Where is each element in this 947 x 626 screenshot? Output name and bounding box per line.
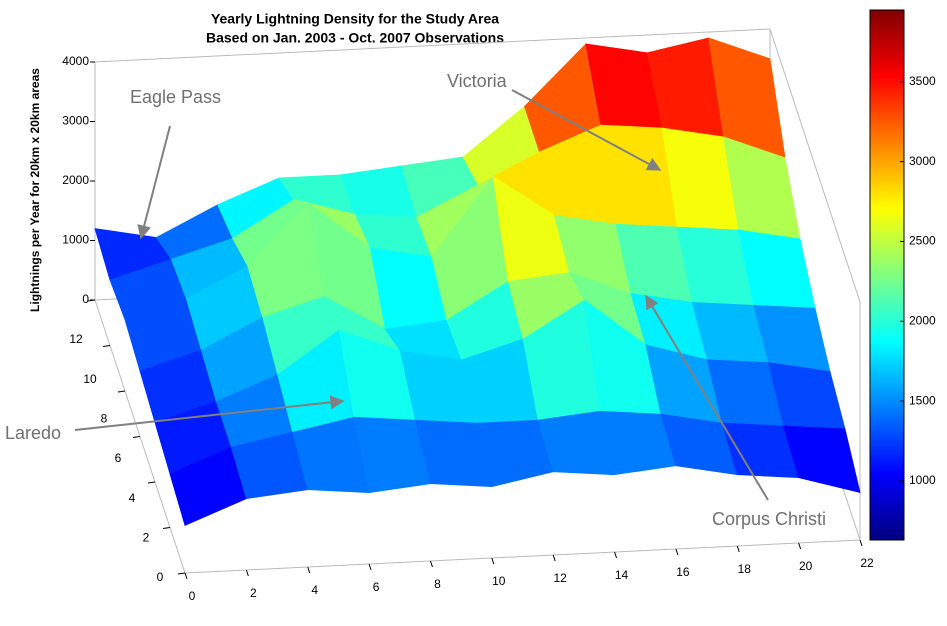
z-tick-label: 2000 — [62, 173, 89, 187]
z-tick-label: 3000 — [62, 114, 89, 128]
annotation-arrow — [511, 89, 662, 171]
y-tick — [117, 390, 126, 393]
x-tick — [552, 554, 556, 562]
x-tick-label: 16 — [676, 565, 690, 579]
x-tick-label: 12 — [554, 571, 568, 585]
x-tick-label: 18 — [738, 562, 752, 576]
x-tick — [429, 560, 433, 568]
y-tick — [102, 345, 111, 347]
annotation-arrow — [645, 294, 769, 501]
x-tick-label: 10 — [492, 574, 506, 588]
annotation-arrow — [74, 395, 345, 431]
x-tick-label: 4 — [311, 583, 318, 597]
colorbar-tick-label: 2000 — [909, 313, 936, 327]
z-tick-label: 1000 — [62, 233, 89, 247]
x-tick — [614, 551, 618, 559]
z-tick-label: 4000 — [62, 54, 89, 68]
x-tick-label: 22 — [860, 556, 874, 570]
x-tick — [368, 563, 372, 571]
annotation-label: Laredo — [5, 423, 61, 443]
x-tick-label: 14 — [615, 568, 629, 582]
z-axis-label: Lightnings per Year for 20km x 20km area… — [28, 68, 42, 312]
y-tick — [162, 527, 171, 529]
surface — [94, 37, 861, 526]
y-tick — [132, 436, 141, 438]
y-tick-label: 6 — [115, 451, 122, 465]
z-tick-label: 0 — [82, 292, 89, 306]
surface-patch — [783, 425, 861, 493]
y-tick-label: 10 — [83, 372, 97, 386]
colorbar-tick-label: 3000 — [909, 154, 936, 168]
box-edge — [769, 28, 861, 303]
y-tick-label: 8 — [101, 412, 108, 426]
x-tick — [736, 545, 740, 553]
box-edge — [184, 539, 861, 574]
colorbar-tick-label: 3500 — [909, 74, 936, 88]
y-tick — [177, 572, 186, 575]
box-edge — [94, 28, 771, 63]
x-tick — [491, 557, 495, 565]
colorbar: 1000 1500 2000 2500 3000 3500 — [869, 9, 936, 541]
colorbar-tick-label: 1000 — [909, 473, 936, 487]
x-tick-label: 8 — [434, 577, 441, 591]
x-tick-label: 2 — [250, 586, 257, 600]
y-tick-label: 2 — [143, 531, 150, 545]
annotation-label: Corpus Christi — [712, 509, 826, 529]
colorbar-scale — [869, 9, 905, 541]
x-tick-label: 6 — [373, 580, 380, 594]
annotation-arrow — [137, 125, 171, 240]
x-tick — [798, 542, 802, 550]
annotation-label: Eagle Pass — [130, 87, 221, 107]
chart-subtitle: Based on Jan. 2003 - Oct. 2007 Observati… — [206, 30, 504, 46]
y-tick — [147, 481, 156, 484]
chart-title: Yearly Lightning Density for the Study A… — [211, 11, 499, 27]
y-tick-label: 4 — [129, 491, 136, 505]
colorbar-tick-label: 2500 — [909, 234, 936, 248]
y-tick-label: 0 — [157, 570, 164, 584]
x-tick — [184, 572, 188, 580]
annotations: Eagle Pass Victoria Laredo Corpus Christi — [5, 71, 826, 529]
colorbar-tick-label: 1500 — [909, 393, 936, 407]
x-tick — [245, 569, 249, 577]
x-tick-label: 20 — [799, 559, 813, 573]
x-tick — [675, 548, 679, 556]
y-tick-label: 12 — [69, 332, 83, 346]
x-tick-label: 0 — [189, 589, 196, 603]
x-tick — [859, 539, 863, 547]
x-tick — [307, 566, 311, 574]
annotation-label: Victoria — [447, 71, 508, 91]
